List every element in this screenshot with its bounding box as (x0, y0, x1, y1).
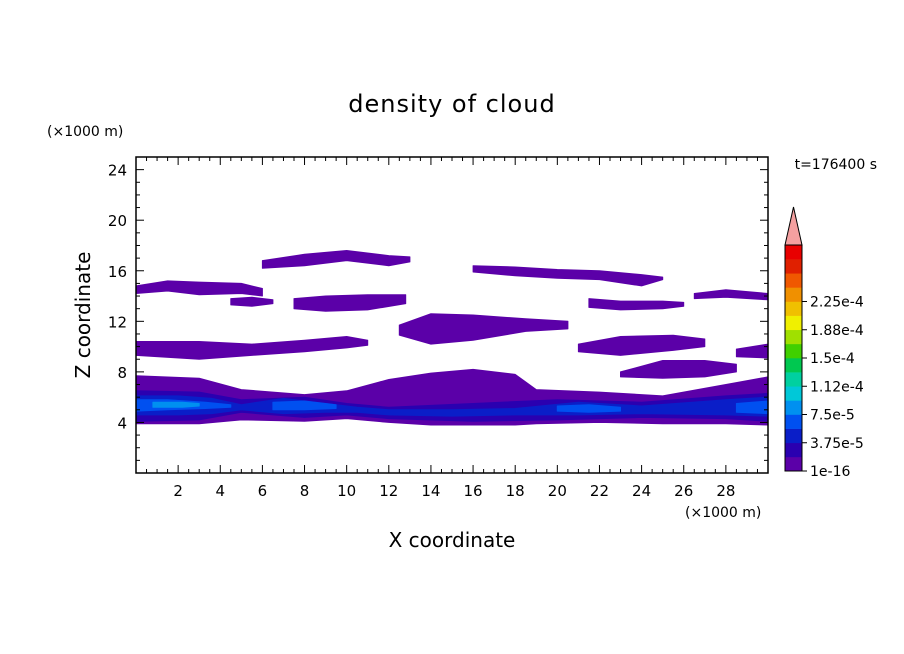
colorbar-swatch (785, 245, 802, 260)
colorbar-swatch (785, 428, 802, 444)
colorbar-label: 1.12e-4 (810, 379, 864, 395)
y-tick-label: 12 (108, 313, 127, 331)
cloud-region-19 (152, 401, 200, 408)
cloud-region-8 (398, 313, 569, 345)
x-tick-label: 28 (716, 482, 735, 500)
colorbar-label: 7.5e-5 (810, 408, 855, 424)
y-tick-label: 4 (117, 414, 127, 432)
x-tick-label: 24 (632, 482, 651, 500)
cloud-region-2 (472, 265, 664, 287)
x-axis-unit: (×1000 m) (685, 505, 761, 521)
x-tick-label: 2 (173, 482, 183, 500)
x-tick-label: 20 (548, 482, 567, 500)
x-axis-label: X coordinate (389, 528, 516, 552)
colorbar-swatch (785, 287, 802, 302)
colorbar-swatch (785, 343, 802, 359)
cloud-region-5 (588, 298, 685, 311)
colorbar-label: 3.75e-5 (810, 436, 864, 452)
x-tick-label: 6 (258, 482, 268, 500)
colorbar-swatch (785, 414, 802, 429)
chart-title: density of cloud (348, 90, 555, 118)
colorbar-swatch (785, 386, 802, 401)
colorbar-swatch (785, 456, 802, 472)
cloud-region-18 (735, 400, 768, 415)
colorbar-swatch (785, 358, 802, 373)
cloud-region-0 (136, 280, 263, 297)
y-axis-label: Z coordinate (71, 252, 95, 379)
x-tick-label: 8 (300, 482, 310, 500)
y-axis-unit: (×1000 m) (47, 124, 123, 140)
y-tick-label: 24 (108, 162, 127, 180)
x-tick-label: 10 (337, 482, 356, 500)
colorbar-label: 1.88e-4 (810, 323, 864, 339)
cloud-region-4 (230, 296, 274, 307)
colorbar: 1e-16 3.75e-5 7.5e-5 1.12e-4 1.5e-4 1.88e-4 2.… (784, 206, 864, 480)
cloud-region-9 (577, 334, 706, 356)
y-tick-label: 8 (117, 364, 127, 382)
x-tick-label: 16 (464, 482, 483, 500)
x-tick-label: 22 (590, 482, 609, 500)
y-tick-label: 16 (108, 263, 127, 281)
colorbar-label: 2.25e-4 (810, 295, 864, 311)
colorbar-swatch (785, 329, 802, 345)
colorbar-swatch (785, 301, 802, 316)
x-tick-label: 12 (379, 482, 398, 500)
x-tick-label: 18 (506, 482, 525, 500)
cloud-region-11 (735, 343, 768, 359)
time-label: t=176400 s (795, 157, 877, 173)
colorbar-swatch (785, 372, 802, 387)
cloud-contours (136, 250, 768, 426)
x-tick-label: 26 (674, 482, 693, 500)
cloud-region-1 (261, 250, 411, 269)
cloud-region-17 (556, 404, 621, 413)
colorbar-extend-arrow (784, 206, 803, 246)
colorbar-label: 1.5e-4 (810, 351, 855, 367)
cloud-region-3 (293, 294, 407, 312)
cloud-region-6 (693, 289, 768, 301)
cloud-region-16 (272, 400, 337, 411)
cloud-region-10 (620, 360, 737, 379)
y-tick-label: 20 (108, 212, 127, 230)
colorbar-swatch (785, 259, 802, 274)
colorbar-swatch (785, 400, 802, 415)
colorbar-swatch (785, 315, 802, 331)
colorbar-swatch (785, 442, 802, 458)
colorbar-label: 1e-16 (810, 464, 850, 480)
x-tick-label: 4 (215, 482, 225, 500)
colorbar-swatch (785, 273, 802, 288)
cloud-region-7 (136, 336, 369, 360)
x-tick-label: 14 (421, 482, 440, 500)
